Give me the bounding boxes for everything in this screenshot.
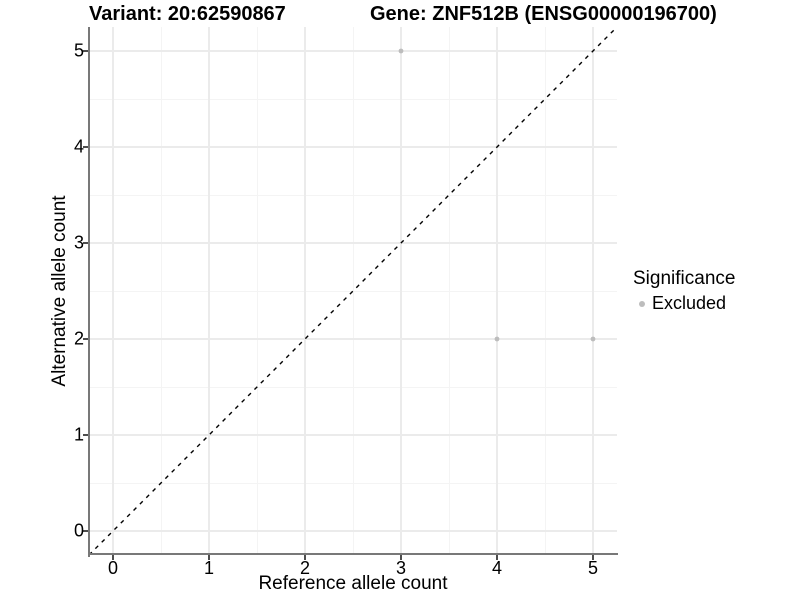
gridline-major-horizontal	[89, 338, 617, 340]
gridline-major-horizontal	[89, 50, 617, 52]
y-tick-mark	[83, 434, 88, 436]
x-tick-label: 0	[107, 558, 119, 578]
y-tick-label: 2	[73, 328, 84, 349]
gridline-major-horizontal	[89, 530, 617, 532]
y-tick-mark	[83, 338, 88, 340]
gridline-major-horizontal	[89, 146, 617, 148]
gridline-minor-horizontal	[89, 194, 617, 196]
x-axis-title: Reference allele count	[258, 573, 448, 594]
y-tick-mark	[83, 242, 88, 244]
gridline-major-vertical	[112, 27, 114, 555]
x-axis-line	[88, 553, 618, 555]
x-tick-label: 3	[395, 558, 407, 578]
gridline-major-vertical	[304, 27, 306, 555]
gridline-minor-horizontal	[89, 290, 617, 292]
x-tick-mark	[112, 555, 114, 560]
data-point	[494, 336, 500, 342]
gridline-major-vertical	[592, 27, 594, 555]
legend-entry-label: Excluded	[652, 293, 727, 313]
y-axis-line	[88, 27, 90, 557]
y-tick-label: 5	[73, 40, 84, 61]
legend-entry: Excluded	[634, 293, 735, 314]
x-tick-label: 1	[203, 558, 215, 578]
gridline-major-vertical	[496, 27, 498, 555]
x-tick-mark	[592, 555, 594, 560]
plot-panel	[88, 26, 618, 556]
legend-key	[634, 296, 650, 312]
plot-canvas	[88, 26, 618, 556]
x-tick-label: 4	[491, 558, 503, 578]
x-tick-label: 2	[299, 558, 311, 578]
x-tick-mark	[496, 555, 498, 560]
plot-title-gene: Gene: ZNF512B (ENSG00000196700)	[370, 3, 717, 25]
plot-title-variant: Variant: 20:62590867	[89, 3, 286, 25]
x-tick-label: 5	[587, 558, 599, 578]
legend-title: Significance	[633, 268, 736, 289]
data-point	[398, 48, 404, 54]
gridline-major-horizontal	[89, 434, 617, 436]
identity-dashed-line	[88, 26, 618, 556]
x-tick-mark	[208, 555, 210, 560]
y-tick-mark	[83, 530, 88, 532]
legend: Significance Excluded	[633, 268, 735, 314]
gridline-minor-horizontal	[89, 98, 617, 100]
legend-entries: Excluded	[633, 293, 735, 314]
y-tick-label: 1	[73, 424, 84, 445]
x-tick-mark	[400, 555, 402, 560]
y-tick-label: 3	[73, 232, 84, 253]
gridline-major-vertical	[208, 27, 210, 555]
legend-point-icon	[639, 300, 645, 307]
gridline-minor-horizontal	[89, 482, 617, 484]
gridline-major-horizontal	[89, 242, 617, 244]
y-tick-label: 4	[73, 136, 84, 157]
gridline-minor-horizontal	[89, 386, 617, 388]
gridline-major-vertical	[400, 27, 402, 555]
y-tick-mark	[83, 50, 88, 52]
y-tick-mark	[83, 146, 88, 148]
y-axis-title: Alternative allele count	[49, 195, 70, 387]
data-point	[590, 336, 596, 342]
y-tick-label: 0	[73, 520, 84, 541]
x-tick-mark	[304, 555, 306, 560]
